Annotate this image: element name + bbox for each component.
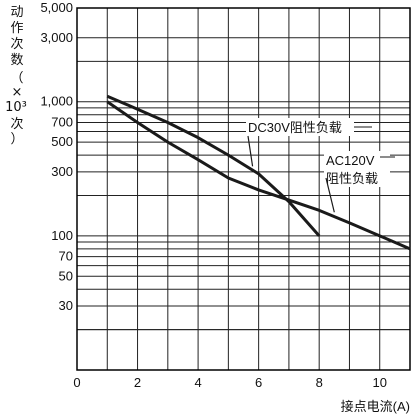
x-tick-label: 6 [255, 375, 262, 390]
annotation-ac120v-load: 阻性负载 [326, 171, 378, 186]
series-line-2 [106, 100, 411, 251]
plot-frame [76, 7, 411, 371]
x-tick-label: 2 [134, 375, 141, 390]
x-tick-label: 4 [194, 375, 201, 390]
x-tick-label: 0 [73, 375, 80, 390]
y-axis-label-char: 10³ [5, 100, 27, 115]
annotation-dc30v: DC30V阻性负载 [248, 120, 342, 135]
y-tick-label: 100 [51, 228, 73, 243]
y-tick-label: 50 [59, 268, 73, 283]
y-tick-label: 500 [51, 134, 73, 149]
annotation-bg [246, 118, 354, 136]
y-axis-label-char: 数 [10, 53, 23, 68]
y-tick-label: 3,000 [40, 30, 73, 45]
y-tick-label: 70 [59, 249, 73, 264]
y-axis-label-char: 作 [10, 21, 23, 36]
y-tick-label: 1,000 [40, 94, 73, 109]
y-tick-label: 30 [59, 298, 73, 313]
annotation-leader [247, 135, 254, 167]
annotation-leader [325, 177, 335, 213]
annotation-ac120v: AC120V [326, 153, 375, 168]
y-tick-label: 700 [51, 115, 73, 130]
y-axis-label-char: × [12, 85, 23, 100]
y-axis-label-char: 动 [10, 5, 23, 20]
y-tick-label: 5,000 [40, 0, 73, 15]
y-axis-label-char: 次 [10, 36, 23, 52]
x-tick-label: 8 [316, 375, 323, 390]
annotation-bg [324, 151, 390, 187]
y-tick-label: 300 [51, 164, 73, 179]
plot-area [77, 8, 410, 370]
y-axis-label-char: 次 [10, 116, 23, 132]
y-axis-label-char: （ [10, 71, 23, 86]
x-tick-label: 10 [372, 375, 386, 390]
x-axis-label: 接点电流(A) [341, 399, 410, 414]
y-axis-label-char: ） [10, 132, 23, 147]
